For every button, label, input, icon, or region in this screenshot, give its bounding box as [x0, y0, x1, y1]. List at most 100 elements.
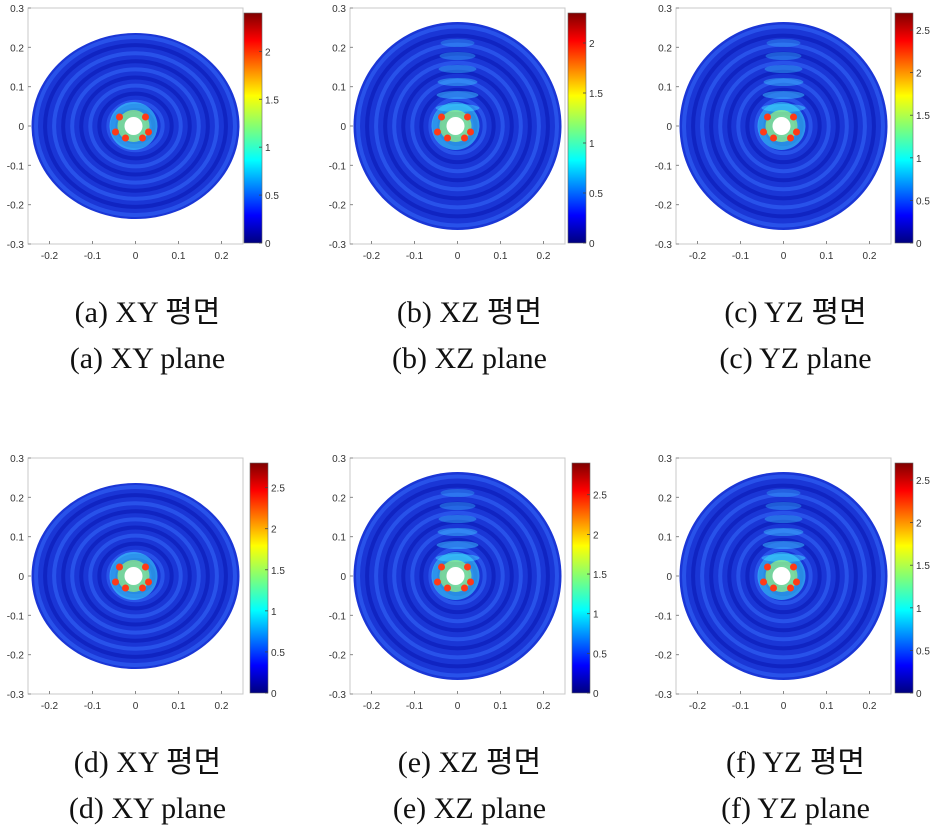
hot-spot: [467, 128, 474, 136]
wave-ring: [97, 541, 174, 611]
wave-ring: [410, 528, 505, 624]
wave-ring: [61, 59, 210, 193]
wave-ring: [682, 24, 885, 228]
x-tick-label: 0.2: [537, 701, 551, 712]
source-void: [772, 567, 791, 585]
source-void: [124, 567, 143, 585]
x-tick-label: 0: [133, 251, 139, 262]
wave-ring: [736, 78, 831, 174]
lobe: [440, 39, 475, 47]
caption-korean: (f) YZ 평면: [726, 746, 865, 779]
wave-ring: [700, 492, 867, 660]
colorbar-tick-label: 2.5: [916, 476, 930, 487]
colorbar: [567, 12, 587, 244]
hot-spot: [764, 113, 771, 121]
wave-ring: [727, 519, 840, 633]
wave-ring: [682, 474, 885, 678]
hot-spot: [461, 134, 468, 142]
wave-ring: [401, 69, 514, 183]
wave-ring: [392, 60, 523, 192]
x-tick-label: 0.1: [494, 251, 508, 262]
colorbar: [571, 462, 591, 694]
colorbar-tick-label: 0: [916, 689, 922, 700]
y-tick-label: -0.3: [7, 240, 25, 251]
x-tick-label: 0: [133, 701, 139, 712]
y-tick-label: 0.2: [10, 493, 24, 504]
lobe: [436, 91, 479, 99]
wave-ring: [691, 483, 876, 669]
x-tick-label: 0.2: [863, 701, 877, 712]
y-tick-label: -0.3: [655, 240, 673, 251]
wave-ring: [383, 501, 532, 651]
x-tick-label: -0.1: [732, 251, 750, 262]
lobe: [762, 91, 805, 99]
y-tick-label: -0.3: [329, 240, 347, 251]
caption-english: (c) YZ plane: [719, 342, 871, 375]
source-void: [446, 567, 465, 585]
y-tick-label: 0.2: [10, 43, 24, 54]
wave-ring: [745, 537, 822, 615]
x-tick-label: -0.1: [732, 701, 750, 712]
lobe: [764, 65, 803, 73]
x-tick-label: 0.1: [494, 701, 508, 712]
colorbar-tick-label: 0: [265, 239, 271, 250]
y-tick-label: -0.3: [329, 690, 347, 701]
y-tick-label: 0.1: [10, 533, 24, 544]
hot-spot: [112, 578, 119, 586]
colorbar-tick-label: 2: [916, 519, 922, 530]
wave-ring: [97, 91, 174, 161]
caption-korean: (d) XY 평면: [74, 746, 221, 779]
x-tick-label: -0.2: [363, 701, 381, 712]
lobe: [438, 515, 477, 523]
y-tick-label: 0: [666, 122, 672, 133]
wave-ring: [43, 43, 228, 209]
hot-spot: [461, 584, 468, 592]
colorbar-tick-label: 0: [916, 239, 922, 250]
y-tick-label: -0.2: [7, 651, 25, 662]
colorbar: [894, 462, 914, 694]
x-tick-label: -0.2: [689, 251, 707, 262]
y-tick-label: -0.1: [655, 611, 673, 622]
lobe: [437, 78, 478, 86]
colorbar-tick-label: 2: [916, 69, 922, 80]
x-tick-label: 0.2: [215, 251, 229, 262]
hot-spot: [145, 128, 152, 136]
caption-english: (a) XY plane: [70, 342, 225, 375]
x-tick-label: 0.2: [863, 251, 877, 262]
y-tick-label: 0.2: [658, 493, 672, 504]
wave-ring: [700, 42, 867, 210]
x-tick-label: 0: [455, 701, 461, 712]
colorbar-tick-label: 0.5: [916, 196, 930, 207]
hot-spot: [116, 563, 123, 571]
hot-spot: [444, 584, 451, 592]
caption-korean: (c) YZ 평면: [724, 296, 866, 329]
y-tick-label: 0.3: [10, 454, 24, 465]
wave-ring: [745, 87, 822, 165]
lobe: [440, 489, 475, 497]
y-tick-label: 0.3: [658, 454, 672, 465]
colorbar-tick-label: 2.5: [916, 26, 930, 37]
colorbar-tick-label: 0: [589, 239, 595, 250]
colorbar-tick-label: 1.5: [271, 566, 285, 577]
y-tick-label: -0.2: [329, 201, 347, 212]
lobe: [763, 528, 804, 536]
wave-ring: [88, 83, 183, 169]
colorbar-tick-label: 1.5: [593, 570, 607, 581]
wave-ring: [419, 87, 496, 165]
y-tick-label: -0.1: [7, 611, 25, 622]
colorbar: [243, 12, 263, 244]
x-tick-label: 0.2: [537, 251, 551, 262]
y-tick-label: 0: [340, 122, 346, 133]
hot-spot: [793, 578, 800, 586]
y-tick-label: 0.1: [658, 83, 672, 94]
wave-ring: [70, 67, 201, 185]
hot-spot: [438, 113, 445, 121]
y-tick-label: -0.1: [7, 161, 25, 172]
y-tick-label: -0.2: [7, 201, 25, 212]
source-void: [124, 117, 143, 135]
lobe: [439, 52, 476, 60]
source-void: [446, 117, 465, 135]
x-tick-label: -0.1: [84, 251, 102, 262]
wave-ring: [356, 24, 559, 228]
x-tick-label: 0.1: [820, 701, 834, 712]
